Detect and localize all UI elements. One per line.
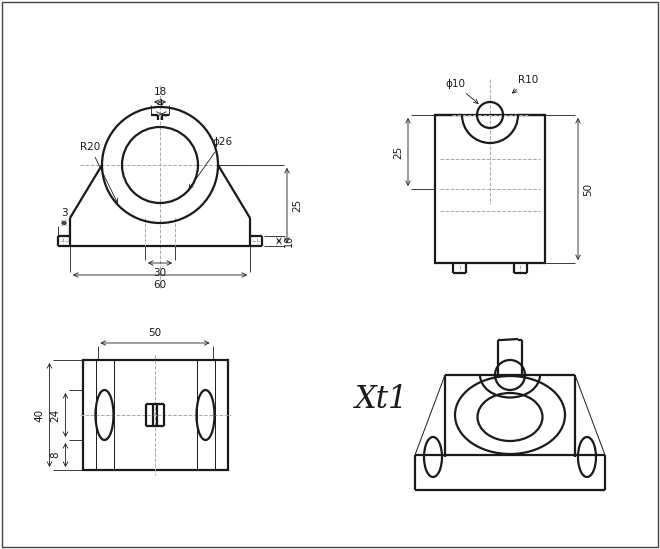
- Text: R10: R10: [512, 75, 539, 93]
- Bar: [82, 360, 228, 470]
- Text: ϕ10: ϕ10: [445, 79, 478, 104]
- Text: 25: 25: [292, 199, 302, 212]
- Text: 25: 25: [393, 145, 403, 159]
- Text: 50: 50: [583, 182, 593, 195]
- Text: 50: 50: [148, 328, 162, 338]
- Text: R20: R20: [80, 142, 117, 203]
- Text: 18: 18: [153, 87, 166, 97]
- Text: Xt1: Xt1: [355, 384, 409, 416]
- Text: 40: 40: [34, 408, 44, 422]
- Text: 3: 3: [61, 208, 67, 218]
- Text: 30: 30: [153, 268, 166, 278]
- Text: 4: 4: [156, 99, 163, 109]
- Text: 24: 24: [51, 408, 61, 422]
- Text: 8: 8: [51, 452, 61, 458]
- Text: 10: 10: [284, 235, 294, 247]
- Text: ϕ26: ϕ26: [189, 137, 232, 189]
- Bar: [435, 115, 545, 263]
- Text: 60: 60: [153, 280, 166, 290]
